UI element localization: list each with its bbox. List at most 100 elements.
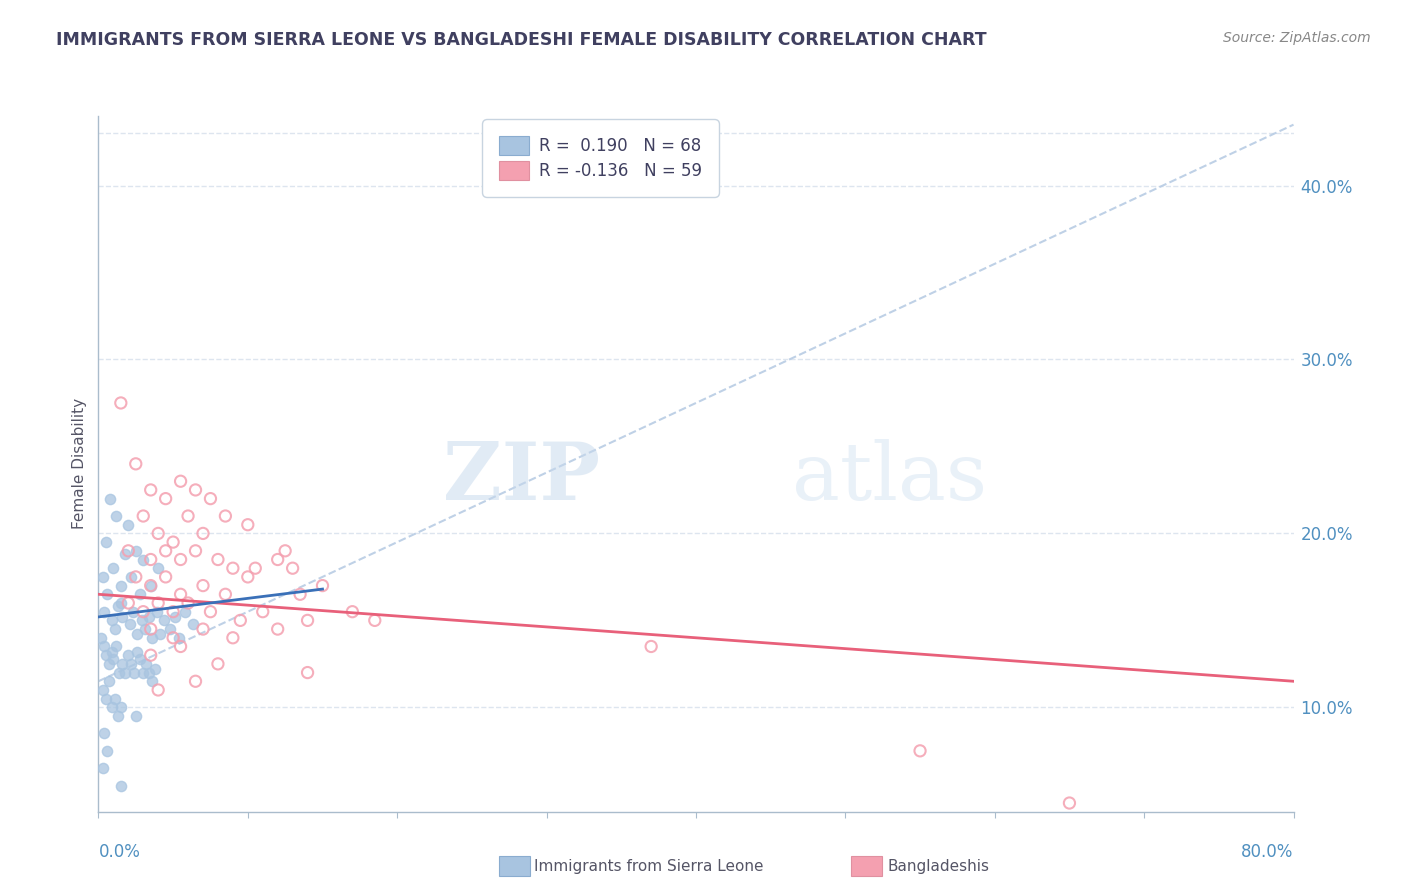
Point — [167, 631, 190, 645]
Point — [1059, 796, 1081, 810]
Point — [125, 543, 148, 558]
Point — [169, 552, 191, 566]
Point — [252, 605, 274, 619]
Point — [110, 596, 132, 610]
Point — [139, 578, 162, 592]
Point — [97, 657, 120, 671]
Legend: R =  0.190   N = 68, R = -0.136   N = 59: R = 0.190 N = 68, R = -0.136 N = 59 — [488, 124, 713, 192]
Point — [127, 627, 149, 641]
Point — [120, 657, 142, 671]
Point — [177, 596, 200, 610]
Point — [191, 526, 214, 541]
Point — [101, 614, 124, 628]
Point — [169, 640, 191, 654]
Point — [114, 665, 136, 680]
Text: ZIP: ZIP — [443, 439, 600, 516]
Point — [93, 726, 115, 740]
Point — [222, 561, 245, 575]
Point — [141, 631, 163, 645]
Point — [155, 543, 177, 558]
Point — [155, 570, 177, 584]
Point — [117, 543, 139, 558]
Point — [139, 552, 162, 566]
Point — [120, 570, 142, 584]
Point — [94, 535, 117, 549]
Point — [191, 622, 214, 636]
Point — [131, 614, 153, 628]
Point — [132, 665, 155, 680]
Point — [311, 578, 333, 592]
Point — [132, 508, 155, 523]
Text: atlas: atlas — [792, 439, 987, 516]
Point — [245, 561, 267, 575]
Point — [114, 547, 136, 561]
Point — [141, 674, 163, 689]
Point — [139, 648, 162, 662]
Point — [124, 665, 146, 680]
Text: Immigrants from Sierra Leone: Immigrants from Sierra Leone — [534, 859, 763, 873]
Point — [181, 616, 204, 631]
Point — [908, 744, 931, 758]
Point — [229, 614, 252, 628]
Point — [91, 761, 114, 775]
Point — [107, 599, 129, 614]
Point — [91, 570, 114, 584]
Point — [148, 683, 170, 698]
Point — [153, 614, 176, 628]
Point — [281, 561, 304, 575]
Point — [155, 491, 177, 506]
Point — [104, 691, 127, 706]
Point — [93, 640, 115, 654]
Point — [103, 651, 125, 665]
Point — [104, 622, 127, 636]
Point — [162, 535, 184, 549]
Point — [143, 662, 166, 676]
Point — [177, 508, 200, 523]
Point — [191, 578, 214, 592]
Text: IMMIGRANTS FROM SIERRA LEONE VS BANGLADESHI FEMALE DISABILITY CORRELATION CHART: IMMIGRANTS FROM SIERRA LEONE VS BANGLADE… — [56, 31, 987, 49]
Point — [105, 640, 128, 654]
Point — [129, 651, 152, 665]
Point — [139, 578, 162, 592]
Text: 80.0%: 80.0% — [1241, 843, 1294, 861]
Point — [117, 517, 139, 532]
Point — [148, 596, 170, 610]
Point — [236, 517, 259, 532]
Point — [200, 491, 222, 506]
Point — [121, 605, 143, 619]
Point — [207, 657, 229, 671]
Point — [105, 508, 128, 523]
Point — [200, 605, 222, 619]
Point — [110, 779, 132, 793]
Point — [111, 657, 134, 671]
Point — [236, 570, 259, 584]
Point — [184, 674, 207, 689]
Point — [169, 474, 191, 488]
Point — [267, 552, 290, 566]
Point — [174, 605, 197, 619]
Point — [163, 610, 186, 624]
Point — [288, 587, 311, 601]
Point — [117, 596, 139, 610]
Point — [107, 709, 129, 723]
Text: Source: ZipAtlas.com: Source: ZipAtlas.com — [1223, 31, 1371, 45]
Point — [125, 457, 148, 471]
Point — [214, 508, 236, 523]
Point — [129, 587, 152, 601]
Y-axis label: Female Disability: Female Disability — [72, 398, 87, 530]
Point — [110, 578, 132, 592]
Point — [139, 622, 162, 636]
Point — [145, 605, 167, 619]
Point — [159, 622, 181, 636]
Point — [222, 631, 245, 645]
Point — [297, 665, 319, 680]
Point — [148, 561, 170, 575]
Point — [214, 587, 236, 601]
Point — [90, 631, 112, 645]
Point — [94, 648, 117, 662]
Point — [138, 665, 160, 680]
Point — [342, 605, 364, 619]
Point — [149, 627, 172, 641]
Point — [207, 552, 229, 566]
Point — [96, 744, 118, 758]
